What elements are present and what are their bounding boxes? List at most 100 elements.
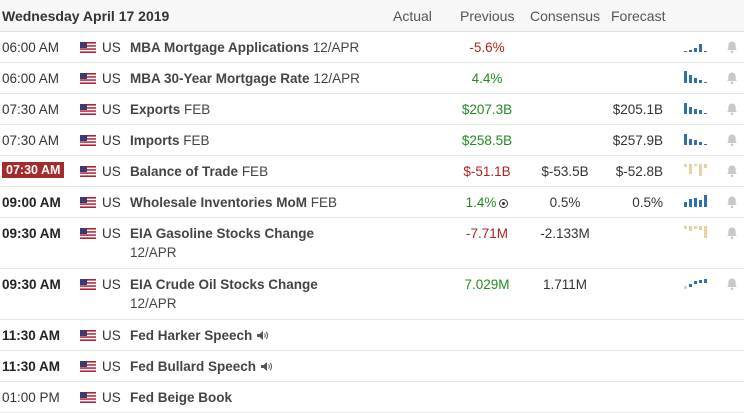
table-row[interactable]: 07:30 AM US Balance of Trade FEB $-51.1B… bbox=[0, 156, 744, 187]
bell-icon[interactable] bbox=[725, 277, 739, 291]
event-name[interactable]: Imports FEB bbox=[130, 133, 210, 148]
consensus-value: 1.711M bbox=[542, 277, 588, 292]
column-previous: Previous bbox=[460, 8, 515, 24]
country-code: US bbox=[102, 102, 121, 117]
sparkline-icon[interactable] bbox=[682, 275, 712, 293]
consensus-value: -2.133M bbox=[540, 226, 590, 241]
us-flag-icon bbox=[80, 197, 96, 208]
event-name[interactable]: Fed Harker Speech bbox=[130, 326, 269, 345]
previous-value: $-51.1B bbox=[463, 164, 511, 179]
event-time: 11:30 AM bbox=[2, 328, 61, 343]
event-reference: 12/APR bbox=[130, 245, 177, 260]
event-time: 07:30 AM bbox=[2, 133, 60, 148]
sparkline-icon[interactable] bbox=[682, 100, 712, 118]
table-row[interactable]: 09:30 AM US EIA Gasoline Stocks Change 12… bbox=[0, 218, 744, 269]
table-row[interactable]: 07:30 AM US Exports FEB $207.3B $205.1B bbox=[0, 94, 744, 125]
us-flag-icon bbox=[80, 392, 96, 403]
table-row[interactable]: 09:00 AM US Wholesale Inventories MoM FE… bbox=[0, 187, 744, 218]
table-row[interactable]: 06:00 AM US MBA Mortgage Applications 12… bbox=[0, 32, 744, 63]
event-time: 01:00 PM bbox=[2, 390, 60, 405]
forecast-value: $-52.8B bbox=[615, 164, 663, 179]
previous-value: 1.4% bbox=[442, 195, 532, 210]
speaker-icon bbox=[257, 331, 269, 340]
us-flag-icon bbox=[80, 330, 96, 341]
country-code: US bbox=[102, 40, 121, 55]
sparkline-icon[interactable] bbox=[682, 131, 712, 149]
country-code: US bbox=[102, 359, 121, 374]
bell-icon[interactable] bbox=[725, 40, 739, 54]
table-row[interactable]: 11:30 AM US Fed Bullard Speech bbox=[0, 351, 744, 382]
forecast-value: $205.1B bbox=[612, 102, 663, 117]
bell-icon[interactable] bbox=[725, 195, 739, 209]
table-row[interactable]: 09:30 AM US EIA Crude Oil Stocks Change 1… bbox=[0, 269, 744, 320]
event-time: 09:30 AM bbox=[2, 277, 61, 292]
event-name[interactable]: Wholesale Inventories MoM FEB bbox=[130, 195, 338, 210]
country-code: US bbox=[102, 71, 121, 86]
table-row[interactable]: 11:30 AM US Fed Harker Speech bbox=[0, 320, 744, 351]
us-flag-icon bbox=[80, 104, 96, 115]
us-flag-icon bbox=[80, 73, 96, 84]
country-code: US bbox=[102, 133, 121, 148]
event-time: 06:00 AM bbox=[2, 40, 60, 55]
country-code: US bbox=[102, 328, 121, 343]
consensus-value: $-53.5B bbox=[541, 164, 589, 179]
event-name[interactable]: Exports FEB bbox=[130, 102, 211, 117]
sparkline-icon[interactable] bbox=[682, 162, 712, 180]
bell-icon[interactable] bbox=[725, 133, 739, 147]
table-row[interactable]: 07:30 AM US Imports FEB $258.5B $257.9B bbox=[0, 125, 744, 156]
event-name[interactable]: MBA 30-Year Mortgage Rate 12/APR bbox=[130, 71, 360, 86]
column-actual: Actual bbox=[393, 8, 432, 24]
sparkline-icon[interactable] bbox=[682, 38, 712, 56]
table-row[interactable]: 01:00 PM US Fed Beige Book bbox=[0, 382, 744, 413]
column-consensus: Consensus bbox=[530, 8, 601, 24]
bell-icon[interactable] bbox=[725, 71, 739, 85]
calendar-header: Wednesday April 17 2019 Actual Previous … bbox=[0, 0, 744, 32]
event-time: 11:30 AM bbox=[2, 359, 61, 374]
sparkline-icon[interactable] bbox=[682, 69, 712, 87]
previous-value: -5.6% bbox=[469, 40, 505, 55]
bell-icon[interactable] bbox=[725, 102, 739, 116]
event-name[interactable]: Fed Bullard Speech bbox=[130, 357, 273, 376]
event-time-highlighted: 07:30 AM bbox=[2, 162, 65, 178]
country-code: US bbox=[102, 277, 121, 292]
previous-value: -7.71M bbox=[465, 226, 509, 241]
event-name[interactable]: EIA Gasoline Stocks Change 12/APR bbox=[130, 226, 315, 260]
event-time: 09:00 AM bbox=[2, 195, 61, 210]
sparkline-icon[interactable] bbox=[682, 224, 712, 242]
column-forecast: Forecast bbox=[611, 8, 666, 24]
event-reference: FEB bbox=[310, 195, 338, 210]
forecast-value: 0.5% bbox=[632, 195, 663, 210]
event-reference: 12/APR bbox=[313, 71, 360, 86]
country-code: US bbox=[102, 226, 121, 241]
event-name[interactable]: EIA Crude Oil Stocks Change 12/APR bbox=[130, 277, 318, 311]
us-flag-icon bbox=[80, 361, 96, 372]
country-code: US bbox=[102, 390, 121, 405]
event-reference: FEB bbox=[184, 102, 211, 117]
event-time: 06:00 AM bbox=[2, 71, 60, 86]
bell-icon[interactable] bbox=[725, 164, 739, 178]
country-code: US bbox=[102, 164, 121, 179]
us-flag-icon bbox=[80, 135, 96, 146]
event-name[interactable]: MBA Mortgage Applications 12/APR bbox=[130, 40, 360, 55]
previous-value: $207.3B bbox=[461, 102, 513, 117]
event-reference: 12/APR bbox=[312, 40, 360, 55]
forecast-value: $257.9B bbox=[612, 133, 663, 148]
consensus-value: 0.5% bbox=[549, 195, 581, 210]
event-name[interactable]: Balance of Trade FEB bbox=[130, 164, 269, 179]
previous-value: 4.4% bbox=[471, 71, 503, 86]
event-time: 09:30 AM bbox=[2, 226, 61, 241]
table-row[interactable]: 06:00 AM US MBA 30-Year Mortgage Rate 12… bbox=[0, 63, 744, 94]
event-reference: FEB bbox=[183, 133, 210, 148]
us-flag-icon bbox=[80, 228, 96, 239]
calendar-date: Wednesday April 17 2019 bbox=[2, 8, 170, 24]
previous-value: 7.029M bbox=[464, 277, 510, 292]
country-code: US bbox=[102, 195, 121, 210]
us-flag-icon bbox=[80, 166, 96, 177]
sparkline-icon[interactable] bbox=[682, 193, 712, 211]
bell-icon[interactable] bbox=[725, 226, 739, 240]
us-flag-icon bbox=[80, 42, 96, 53]
event-name[interactable]: Fed Beige Book bbox=[130, 390, 233, 405]
event-reference: FEB bbox=[241, 164, 269, 179]
revised-info-icon[interactable] bbox=[499, 199, 509, 208]
